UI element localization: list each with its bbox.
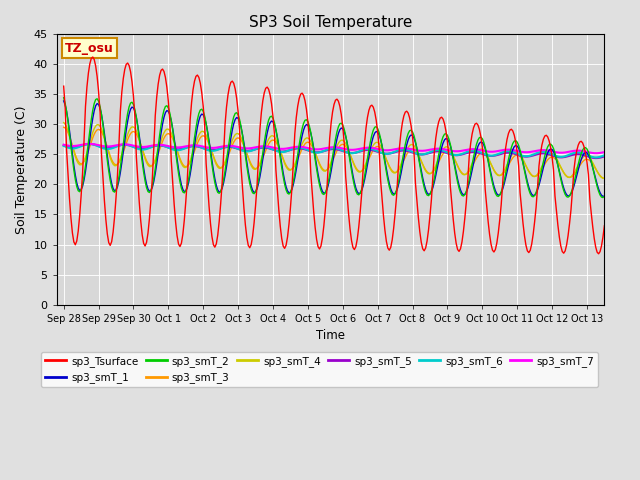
Text: TZ_osu: TZ_osu xyxy=(65,42,114,55)
Title: SP3 Soil Temperature: SP3 Soil Temperature xyxy=(249,15,412,30)
X-axis label: Time: Time xyxy=(316,329,345,342)
Legend: sp3_Tsurface, sp3_smT_1, sp3_smT_2, sp3_smT_3, sp3_smT_4, sp3_smT_5, sp3_smT_6, : sp3_Tsurface, sp3_smT_1, sp3_smT_2, sp3_… xyxy=(41,352,598,387)
Y-axis label: Soil Temperature (C): Soil Temperature (C) xyxy=(15,105,28,234)
